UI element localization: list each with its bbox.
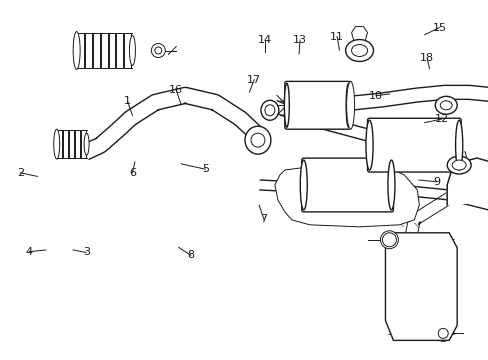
Ellipse shape [365,120,372,170]
Bar [62,130,67,158]
Bar [92,32,100,68]
Bar [77,32,83,68]
Ellipse shape [434,325,450,341]
Ellipse shape [284,84,289,127]
Bar [81,130,85,158]
Circle shape [151,44,165,58]
Ellipse shape [73,32,80,69]
Ellipse shape [451,160,465,170]
Bar [75,130,80,158]
Circle shape [382,233,396,247]
Bar [124,32,131,68]
Text: 9: 9 [432,177,440,187]
Text: 1: 1 [124,96,131,106]
Ellipse shape [264,105,274,116]
Ellipse shape [447,156,470,174]
Text: 11: 11 [329,32,344,41]
Ellipse shape [250,133,264,147]
Text: 10: 10 [368,91,382,101]
Polygon shape [274,168,419,227]
Ellipse shape [244,126,270,154]
Bar [116,32,123,68]
Text: 16: 16 [169,85,183,95]
Text: 17: 17 [246,75,261,85]
Text: 7: 7 [260,215,267,224]
Text: 12: 12 [434,114,448,124]
Polygon shape [447,158,488,205]
FancyBboxPatch shape [301,158,393,212]
Text: 18: 18 [419,53,433,63]
Text: 8: 8 [187,250,194,260]
Bar [84,32,91,68]
Text: 14: 14 [257,35,271,45]
Text: 5: 5 [202,164,208,174]
Ellipse shape [434,96,456,114]
Ellipse shape [54,129,60,159]
Polygon shape [385,233,456,340]
Ellipse shape [129,36,135,66]
Text: 3: 3 [82,247,89,257]
Ellipse shape [346,84,350,127]
Ellipse shape [380,231,398,249]
FancyBboxPatch shape [367,118,460,172]
Ellipse shape [387,160,394,210]
Text: 4: 4 [25,247,33,257]
Text: 6: 6 [129,168,136,178]
Ellipse shape [346,81,354,129]
FancyBboxPatch shape [285,81,350,129]
Ellipse shape [455,120,462,170]
Bar [108,32,115,68]
Circle shape [437,328,447,338]
Circle shape [155,47,162,54]
Bar [101,32,107,68]
Ellipse shape [345,40,373,62]
Ellipse shape [439,101,451,110]
Ellipse shape [351,45,367,57]
Text: 2: 2 [17,168,24,178]
Text: 15: 15 [431,23,446,33]
Ellipse shape [300,160,306,210]
Ellipse shape [84,133,89,155]
Ellipse shape [261,100,278,120]
Bar [68,130,74,158]
Bar [57,130,61,158]
Text: 13: 13 [292,35,306,45]
